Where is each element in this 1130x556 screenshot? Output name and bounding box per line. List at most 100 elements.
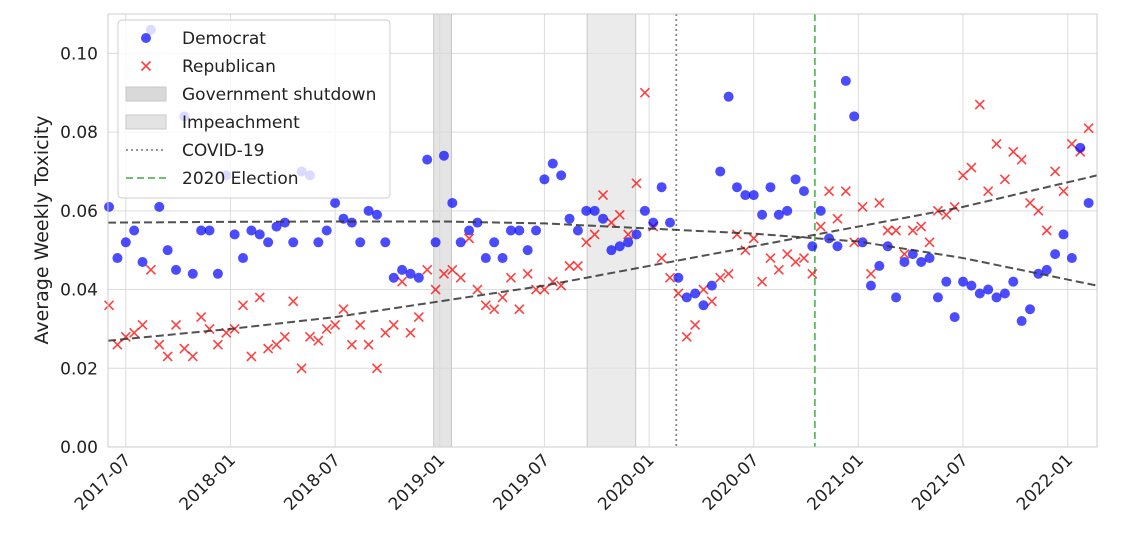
data-point xyxy=(104,201,115,212)
trend-line xyxy=(107,174,1098,342)
data-point xyxy=(489,304,500,315)
data-point xyxy=(296,363,307,374)
data-point xyxy=(145,264,156,275)
data-point xyxy=(589,229,600,240)
data-point xyxy=(698,284,709,295)
data-point xyxy=(941,276,952,287)
data-point xyxy=(598,213,609,224)
data-point xyxy=(874,260,885,271)
data-point xyxy=(212,339,223,350)
data-point xyxy=(748,233,759,244)
data-point xyxy=(664,272,676,283)
data-point xyxy=(924,253,935,264)
data-point xyxy=(999,174,1010,185)
data-point xyxy=(966,162,977,173)
legend-marker xyxy=(125,86,167,102)
data-point xyxy=(279,331,290,342)
legend: Democrat Republican Government shutdown Imp… xyxy=(117,19,391,199)
data-point xyxy=(355,237,366,248)
y-axis-label: Average Weekly Toxicity xyxy=(31,115,53,344)
data-point xyxy=(363,205,374,216)
data-point xyxy=(438,150,449,161)
data-point xyxy=(849,111,860,122)
data-point xyxy=(455,272,466,283)
data-point xyxy=(723,91,734,102)
shaded-period xyxy=(433,13,452,448)
data-point xyxy=(279,217,290,228)
data-point xyxy=(1041,225,1052,236)
data-point xyxy=(991,292,1002,303)
data-point xyxy=(380,237,391,248)
data-point xyxy=(715,272,726,283)
data-point xyxy=(849,237,860,248)
data-point xyxy=(556,170,567,181)
data-point xyxy=(413,272,424,283)
data-point xyxy=(497,253,508,264)
data-point xyxy=(455,237,466,248)
data-point xyxy=(581,205,592,216)
data-point xyxy=(773,264,784,275)
data-point xyxy=(137,256,148,267)
data-point xyxy=(330,197,341,208)
data-point xyxy=(623,229,634,240)
data-point xyxy=(397,276,408,287)
data-point xyxy=(832,213,843,224)
legend-label: COVID-19 xyxy=(182,141,264,161)
data-point xyxy=(832,241,843,252)
data-point xyxy=(313,335,324,346)
data-point xyxy=(514,225,525,236)
data-point xyxy=(187,268,198,279)
data-point xyxy=(304,331,316,342)
data-point xyxy=(229,229,240,240)
data-point xyxy=(614,209,625,220)
data-point xyxy=(757,276,768,287)
data-point xyxy=(430,284,441,295)
data-point xyxy=(330,319,341,331)
data-point xyxy=(865,268,877,279)
data-point xyxy=(464,225,475,236)
data-point xyxy=(907,225,918,236)
data-point xyxy=(170,319,182,331)
data-point xyxy=(472,217,483,228)
data-point xyxy=(1024,197,1036,209)
data-point xyxy=(271,339,282,350)
data-point xyxy=(581,237,592,248)
legend-label: Impeachment xyxy=(182,113,300,133)
data-point xyxy=(631,229,642,240)
data-point xyxy=(564,260,575,271)
data-point xyxy=(438,268,450,279)
data-point xyxy=(363,339,374,350)
data-point xyxy=(246,351,257,362)
data-point xyxy=(740,245,751,256)
data-point xyxy=(1058,229,1069,240)
data-point xyxy=(974,99,985,110)
data-point xyxy=(941,209,952,220)
data-point xyxy=(715,166,726,177)
data-point xyxy=(288,237,299,248)
data-point xyxy=(463,233,475,244)
data-point xyxy=(388,272,399,283)
data-point xyxy=(765,182,776,193)
data-point xyxy=(648,217,659,228)
data-point xyxy=(639,205,650,216)
data-point xyxy=(430,237,441,248)
plot-frame xyxy=(107,13,1098,448)
data-point xyxy=(1016,154,1027,165)
legend-marker xyxy=(141,33,151,43)
data-point xyxy=(673,272,684,283)
data-point xyxy=(505,225,516,236)
data-point xyxy=(865,280,876,291)
data-point xyxy=(447,197,458,208)
y-tick-label: 0.08 xyxy=(60,123,98,143)
legend-label: 2020 Election xyxy=(182,169,299,189)
legend-box xyxy=(117,19,391,199)
data-point xyxy=(815,221,826,232)
data-point xyxy=(472,284,483,295)
y-tick-label: 0.00 xyxy=(60,438,98,458)
data-point xyxy=(916,221,927,232)
data-point xyxy=(731,229,743,240)
data-point xyxy=(380,327,391,338)
data-point xyxy=(254,292,265,303)
data-point xyxy=(371,363,383,374)
data-point xyxy=(371,209,382,220)
